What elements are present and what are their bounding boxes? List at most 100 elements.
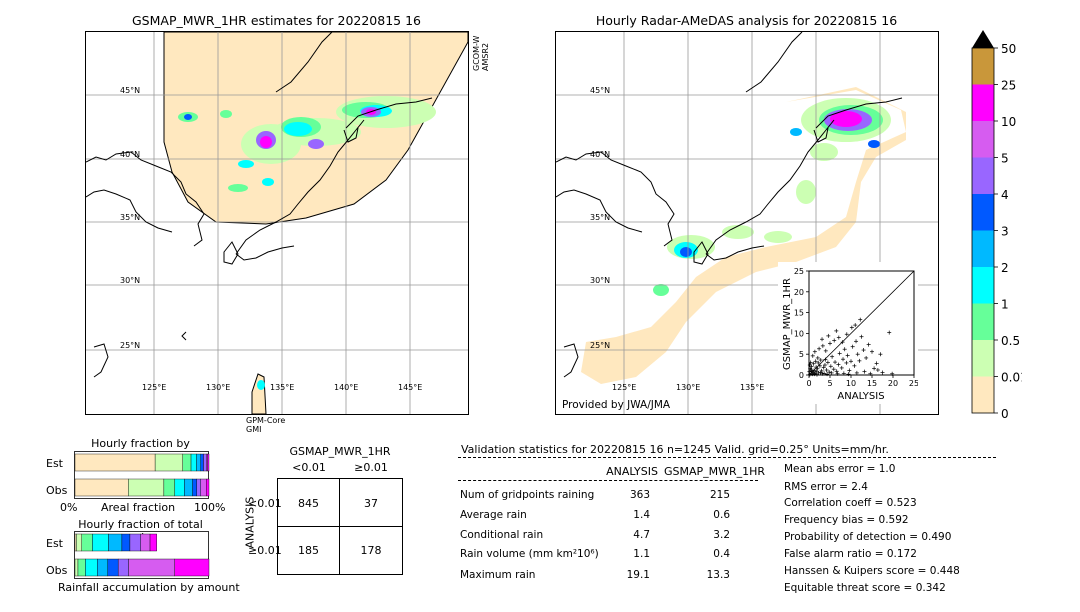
stack-segment: [190, 453, 197, 472]
scatter-point: [834, 328, 839, 333]
stack-segment: [107, 558, 119, 577]
validation-divider-top: [458, 457, 996, 458]
scatter-xlabel: ANALYSIS: [837, 391, 884, 402]
stack-segment: [200, 478, 207, 497]
scatter-point: [854, 339, 859, 344]
scatter-point: [887, 330, 892, 335]
contingency-col-1: ≥0.01: [354, 461, 388, 474]
scatter-point: [815, 355, 820, 360]
stack-segment: [203, 453, 207, 472]
scatter-point: [832, 338, 837, 343]
colorbar-label: 10: [1001, 115, 1016, 129]
colorbar-label: 1: [1001, 298, 1009, 312]
left-map-lat-label-25: 25°N: [120, 341, 140, 350]
scatter-point: [809, 368, 814, 373]
colorbar-label: 5: [1001, 152, 1009, 166]
validation-row-1-analysis: 1.4: [633, 509, 650, 521]
score-1: RMS error = 2.4: [784, 481, 868, 493]
left-map-lat-label-40: 40°N: [120, 150, 140, 159]
scatter-point: [817, 363, 822, 368]
stack-segment: [206, 453, 208, 472]
contingency-cell-00: 845: [298, 497, 319, 510]
scatter-point: [864, 355, 869, 360]
scatter-ytick-label: 25: [794, 267, 804, 276]
occurrence-xtick-2: 100%: [194, 501, 226, 514]
scatter-point: [814, 369, 819, 374]
validation-row-0-gsmap: 215: [709, 489, 730, 501]
scatter-points: [807, 317, 895, 377]
stack-segment: [108, 533, 123, 552]
colorbar-cell: [972, 303, 994, 340]
validation-row-3-analysis: 1.1: [633, 548, 650, 560]
colorbar-cells: [971, 47, 995, 414]
scatter-point: [842, 347, 847, 352]
stack-segment: [174, 478, 185, 497]
colorbar: 50 25 10 5 4 3 2 1 0.5 0.01 0: [971, 30, 1022, 420]
scatter-point: [812, 372, 817, 377]
scatter-xtick-label: 20: [888, 379, 898, 388]
validation-col-analysis: ANALYSIS: [606, 465, 658, 478]
left-map-lat-label-30: 30°N: [120, 276, 140, 285]
colorbar-cell: [972, 194, 994, 231]
right-map-title: Hourly Radar-AMeDAS analysis for 2022081…: [595, 13, 898, 28]
scatter-point: [878, 352, 883, 357]
left-map-sensor-bottom: GPM-Core GMI: [246, 416, 286, 434]
contingency-grid: 845 37 185 178: [277, 478, 403, 575]
validation-row-2-gsmap: 3.2: [713, 529, 730, 541]
scatter-point: [880, 370, 885, 375]
colorbar-label: 4: [1001, 188, 1009, 202]
validation-row-0-label: Num of gridpoints raining: [460, 489, 595, 501]
validation-col-gsmap: GSMAP_MWR_1HR: [664, 465, 766, 478]
stack-segment: [92, 533, 109, 552]
scatter-point: [812, 368, 817, 373]
stack-segment: [154, 453, 183, 472]
stack-segment: [174, 558, 210, 577]
left-map-lon-label-140: 140°E: [334, 383, 358, 392]
left-map-rain-areas: [178, 96, 436, 390]
stack-segment: [97, 558, 108, 577]
scatter-point: [857, 358, 862, 363]
scatter-point: [840, 340, 845, 345]
colorbar-label: 0.5: [1001, 334, 1020, 348]
totalrain-xlabel: Rainfall accumulation by amount: [58, 581, 240, 594]
scatter-point: [807, 363, 812, 368]
score-7: Equitable threat score = 0.342: [784, 582, 946, 594]
validation-row-2-label: Conditional rain: [460, 529, 544, 541]
stack-segment: [128, 558, 175, 577]
scatter-point: [814, 372, 819, 377]
scatter-point: [822, 363, 827, 368]
scatter-point: [862, 369, 867, 374]
scatter-ytick-label: 10: [794, 329, 804, 338]
stack-segment: [200, 453, 204, 472]
stack-segment: [74, 478, 129, 497]
scatter-point: [841, 357, 846, 362]
occurrence-bars: [74, 451, 210, 499]
contingency-cell-10: 185: [298, 544, 319, 557]
scatter-point: [858, 317, 863, 322]
left-map-lat-label-45: 45°N: [120, 86, 140, 95]
validation-row-1-label: Average rain: [460, 509, 527, 521]
stack-segment: [149, 533, 157, 552]
left-map-coastlines: [86, 32, 433, 378]
scatter-point: [874, 361, 879, 366]
scatter-point: [849, 359, 853, 364]
colorbar-cell: [972, 48, 994, 85]
stack-segment: [129, 533, 141, 552]
scatter-xtick-label: 15: [867, 379, 877, 388]
colorbar-cell: [972, 340, 994, 377]
contingency-col-0: <0.01: [292, 461, 326, 474]
scatter-point: [847, 368, 852, 373]
scatter-point: [870, 349, 874, 354]
scatter-point: [825, 360, 830, 365]
scatter-diagonal: [808, 270, 915, 376]
scatter-point: [823, 348, 828, 353]
scatter-point: [853, 323, 858, 328]
totalrain-est-label: Est: [46, 537, 63, 550]
occurrence-obs-label: Obs: [46, 484, 68, 497]
scatter-ytick-label: 15: [794, 309, 804, 318]
stack-segment: [184, 478, 193, 497]
left-map-sensor-top: GCOM-W AMSR2: [472, 35, 490, 71]
scatter-point: [814, 365, 819, 370]
scatter-point: [822, 371, 827, 376]
scatter-point: [812, 349, 817, 354]
